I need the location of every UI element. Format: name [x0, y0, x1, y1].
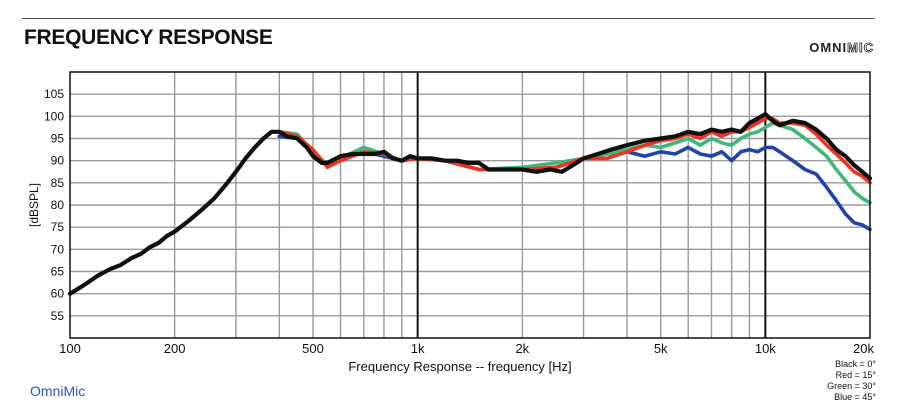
x-tick-label: 20k — [853, 341, 874, 356]
legend: Black = 0°Red = 15°Green = 30°Blue = 45° — [827, 359, 876, 402]
y-tick-label: 85 — [51, 176, 65, 190]
y-tick-label: 75 — [51, 220, 65, 234]
y-tick-label: 55 — [51, 309, 65, 323]
legend-entry: Blue = 45° — [834, 392, 876, 402]
x-tick-label: 100 — [59, 341, 81, 356]
y-tick-label: 60 — [51, 287, 65, 301]
x-tick-label: 200 — [164, 341, 186, 356]
y-tick-label: 65 — [51, 265, 65, 279]
y-tick-labels: 55 60 65 70 75 80 85 90 95 100 105 — [44, 87, 64, 323]
logo-part-mic: MIC — [847, 40, 874, 56]
y-tick-label: 80 — [51, 198, 65, 212]
series-line-red — [277, 116, 872, 185]
plot-frame — [69, 71, 871, 339]
legend-entry: Black = 0° — [835, 359, 876, 369]
omnimic-logo: OMNIMIC — [809, 40, 874, 56]
y-axis-label: [dBSPL] — [27, 183, 41, 227]
x-tick-label: 2k — [515, 341, 529, 356]
x-tick-label: 10k — [755, 341, 776, 356]
x-tick-label: 5k — [654, 341, 668, 356]
y-tick-label: 100 — [44, 109, 64, 123]
logo-part-omni: OMNI — [809, 40, 848, 55]
legend-entry: Red = 15° — [836, 370, 877, 380]
grid — [70, 72, 870, 338]
x-tick-label: 500 — [302, 341, 324, 356]
x-tick-label: 1k — [411, 341, 425, 356]
series-line-black — [67, 112, 873, 296]
y-tick-label: 95 — [51, 132, 65, 146]
x-tick-labels: 100 200 500 1k 2k 5k 10k 20k — [59, 341, 874, 356]
y-tick-label: 90 — [51, 154, 65, 168]
header-rule — [22, 18, 875, 19]
x-axis-label: Frequency Response -- frequency [Hz] — [348, 359, 571, 374]
y-tick-label: 70 — [51, 242, 65, 256]
footer-brand: OmniMic — [30, 383, 86, 399]
y-tick-label: 105 — [44, 87, 64, 101]
series-group — [67, 112, 873, 296]
page-title: FREQUENCY RESPONSE — [24, 26, 273, 49]
legend-entry: Green = 30° — [827, 381, 876, 391]
